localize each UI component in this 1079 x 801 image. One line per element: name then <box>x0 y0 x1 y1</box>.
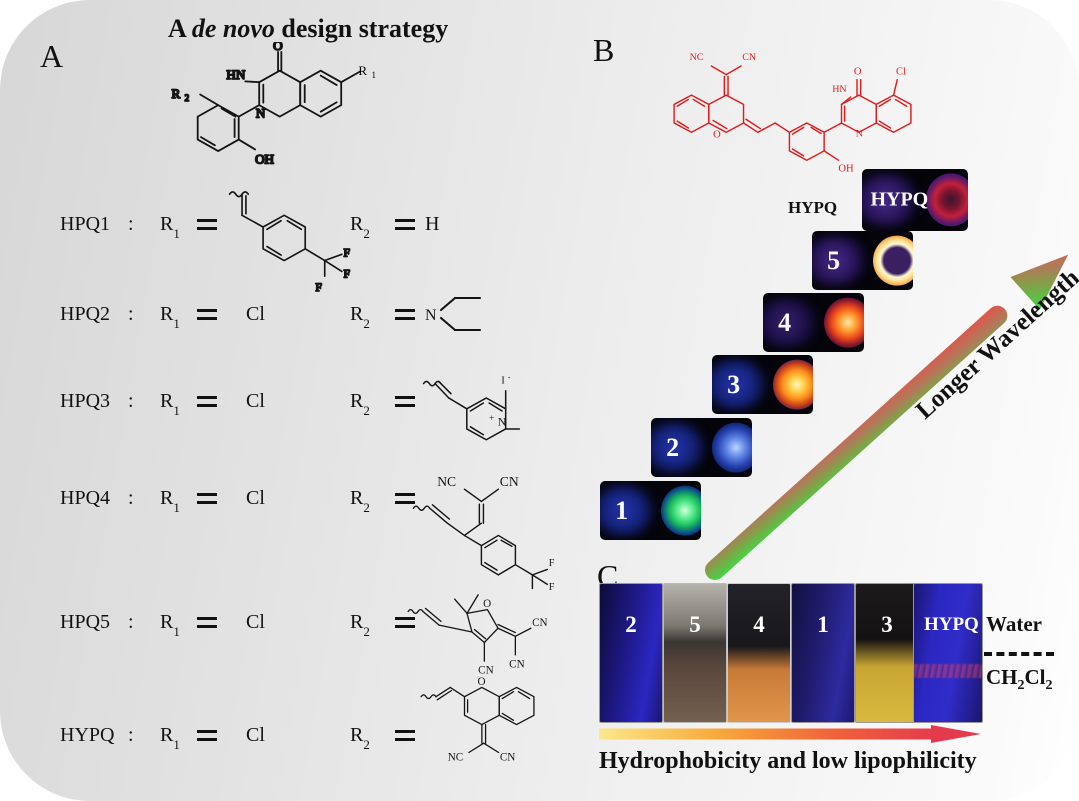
svg-text:2: 2 <box>185 93 190 103</box>
svg-text:HN: HN <box>832 84 846 95</box>
svg-text:N: N <box>256 105 266 120</box>
svg-text:NC: NC <box>437 474 456 489</box>
svg-text:NC: NC <box>448 752 464 764</box>
svg-text:I: I <box>501 376 504 387</box>
svg-text:O: O <box>713 129 721 140</box>
svg-text:N: N <box>856 129 863 140</box>
svg-text:Cl: Cl <box>896 67 906 78</box>
svg-text:OH: OH <box>255 151 274 166</box>
svg-text:F: F <box>343 268 350 281</box>
svg-text:O: O <box>478 676 486 688</box>
svg-text:O: O <box>483 598 491 610</box>
svg-text:N: N <box>425 307 437 324</box>
svg-text:+: + <box>489 414 494 424</box>
svg-text:R: R <box>171 86 180 101</box>
svg-text:N: N <box>498 416 507 428</box>
svg-text:Longer Wavelength: Longer Wavelength <box>911 264 1079 424</box>
svg-text:O: O <box>854 67 862 78</box>
svg-text:R: R <box>358 63 367 78</box>
svg-text:OH: OH <box>838 163 854 174</box>
svg-text:F: F <box>315 281 322 294</box>
svg-text:-: - <box>508 372 511 381</box>
svg-text:CN: CN <box>509 658 525 670</box>
svg-text:HN: HN <box>226 67 245 82</box>
svg-text:CN: CN <box>742 52 756 63</box>
svg-text:CN: CN <box>500 752 516 764</box>
svg-text:NC: NC <box>690 52 704 63</box>
svg-text:F: F <box>343 247 350 260</box>
svg-text:1: 1 <box>372 70 377 80</box>
svg-text:O: O <box>273 42 282 53</box>
svg-text:CN: CN <box>532 617 548 629</box>
svg-text:CN: CN <box>500 474 519 489</box>
